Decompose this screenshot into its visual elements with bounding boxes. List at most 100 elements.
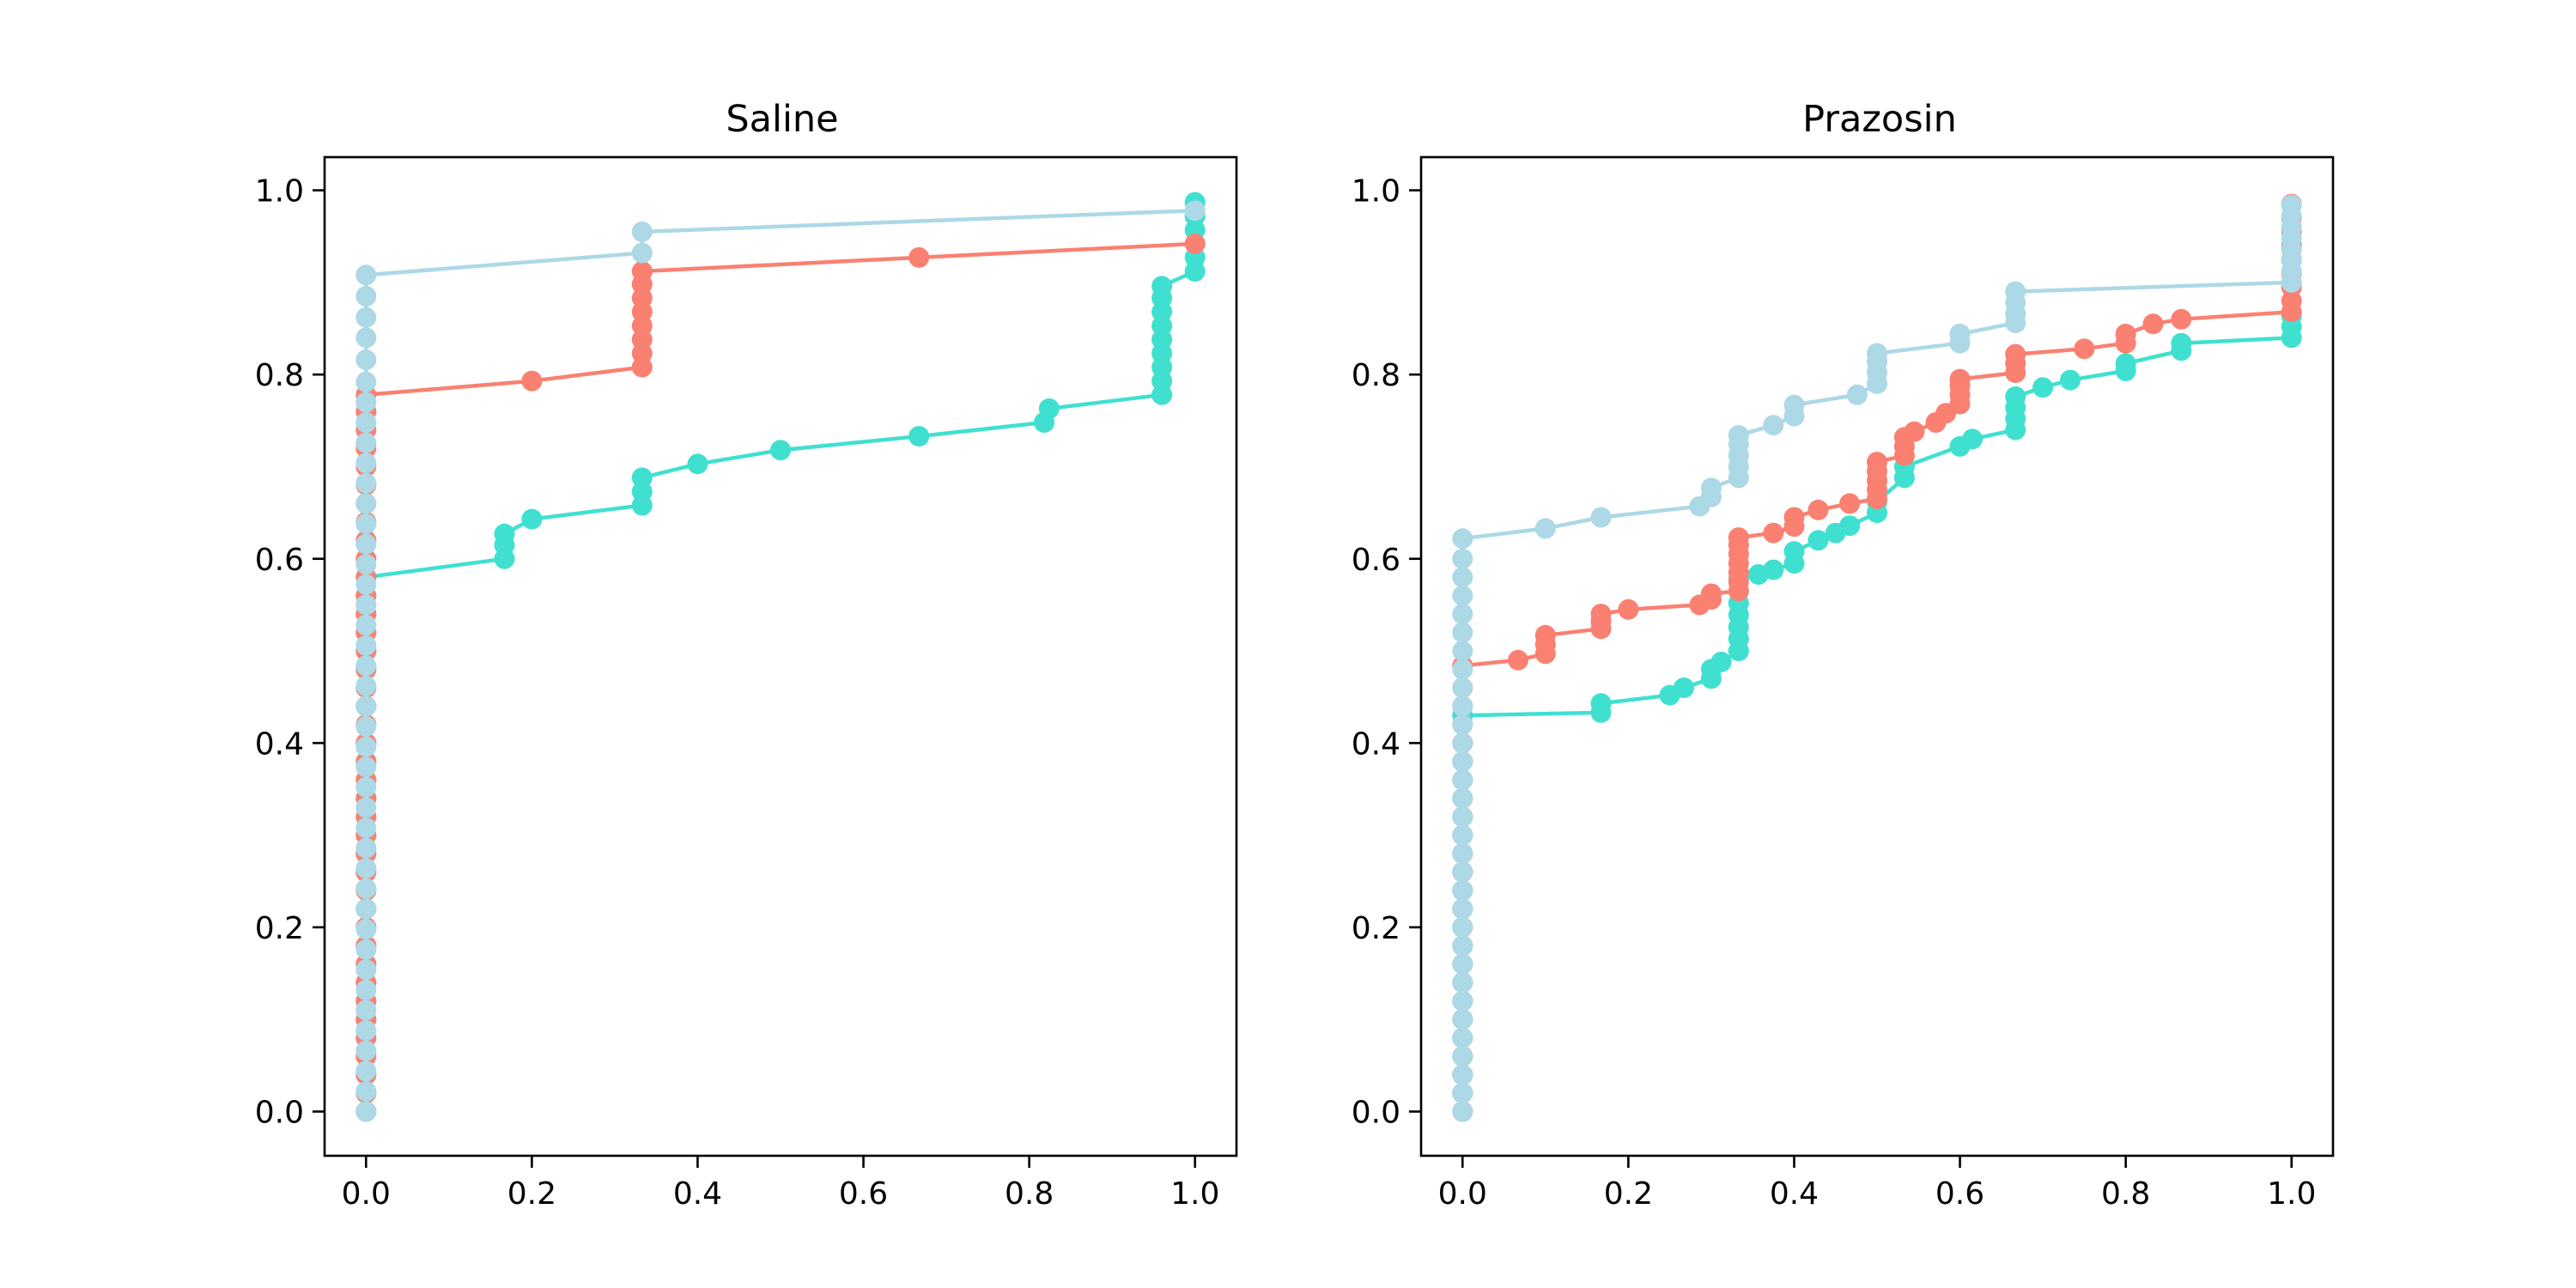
prazosin-data-point [1839,493,1861,514]
saline-data-point [355,797,377,818]
saline-series-layer [355,191,1206,1122]
saline-data-point [355,858,377,879]
prazosin-data-point [2074,338,2095,360]
saline-data-point [631,467,653,489]
prazosin-data-point [2115,324,2136,344]
prazosin-data-point [1452,1101,1473,1122]
prazosin-data-point [1763,522,1784,544]
saline-data-point [355,675,377,696]
prazosin-data-point [1590,507,1612,528]
saline-x-tick-label: 0.8 [1005,1176,1054,1212]
saline-data-point [355,837,377,859]
prazosin-data-point [1452,641,1473,662]
saline-data-point [355,979,377,1000]
prazosin-data-point [1590,693,1612,714]
saline-data-point [631,242,653,264]
prazosin-y-tick-label: 0.2 [1352,911,1400,946]
prazosin-data-point [1728,527,1749,549]
saline-data-point [355,513,377,534]
saline-data-point [355,716,377,737]
saline-data-point [770,440,791,461]
prazosin-data-point [1710,651,1732,672]
prazosin-data-point [1452,1046,1473,1067]
saline-data-point [355,817,377,839]
saline-data-point [687,453,708,475]
saline-data-point [355,1040,377,1061]
prazosin-data-point [1452,732,1473,754]
saline-data-point [355,554,377,575]
saline-data-point [908,246,930,268]
prazosin-data-point [1590,604,1612,625]
prazosin-data-point [1452,622,1473,643]
saline-y-tick-label: 0.0 [255,1096,304,1131]
prazosin-data-point [1452,935,1473,957]
prazosin-x-tick-label: 0.2 [1604,1176,1653,1212]
prazosin-data-point [2005,386,2026,407]
prazosin-data-point [1783,507,1805,528]
prazosin-data-point [1452,806,1473,828]
saline-y-tick-label: 0.6 [255,543,304,578]
prazosin-data-point [1452,528,1473,550]
prazosin-data-point [1949,324,1971,344]
prazosin-series-layer [1452,193,2302,1122]
saline-data-point [631,261,653,282]
saline-data-point [355,1060,377,1082]
saline-y-tick-label: 0.4 [255,726,304,762]
prazosin-series-line [1461,204,2293,1112]
prazosin-data-point [1674,677,1694,698]
prazosin-y-tick-label: 1.0 [1352,174,1400,210]
prazosin-data-point [1949,368,1971,390]
prazosin-data-point [1783,541,1805,562]
saline-data-point [355,264,377,286]
saline-data-point [355,327,377,349]
saline-data-point [355,999,377,1021]
saline-y-tick-label: 0.8 [255,358,304,393]
saline-data-point [355,878,377,899]
prazosin-x-tick-label: 0.0 [1438,1176,1487,1212]
prazosin-data-point [1452,585,1473,606]
prazosin-title: Prazosin [1802,98,1957,141]
saline-y-tick-label: 0.2 [255,911,304,946]
saline-data-point [908,426,930,447]
prazosin-data-point [1534,518,1556,539]
saline-data-point [355,736,377,757]
prazosin-data-point [1452,916,1473,938]
prazosin-data-point [2171,332,2192,354]
saline-title: Saline [726,98,838,141]
saline-series-line [364,241,1195,1112]
saline-data-point [521,370,543,392]
saline-series-turquoise [355,191,1206,1122]
prazosin-data-point [2115,353,2136,374]
prazosin-data-point [1763,415,1784,436]
prazosin-data-point [1452,898,1473,920]
prazosin-data-point [2142,313,2164,335]
prazosin-data-point [1452,824,1473,846]
saline-data-point [355,655,377,677]
prazosin-data-point [1867,343,1887,364]
saline-axes-frame [323,155,1238,1157]
saline-x-tick-label: 0.6 [839,1176,888,1212]
prazosin-data-point [1452,604,1473,625]
saline-data-point [355,1101,377,1122]
prazosin-data-point [1452,972,1473,993]
prazosin-data-point [2060,369,2081,391]
saline-data-point [355,594,377,616]
saline-data-point [355,412,377,433]
saline-data-point [355,307,377,328]
saline-data-point [355,349,377,370]
prazosin-data-point [1962,428,1983,450]
saline-data-point [1184,233,1206,254]
prazosin-data-point [1452,714,1473,735]
prazosin-data-point [1839,515,1861,537]
prazosin-data-point [1452,1027,1473,1048]
saline-data-point [355,635,377,656]
saline-data-point [355,453,377,474]
saline-data-point [355,472,377,494]
saline-data-point [355,615,377,635]
prazosin-y-tick-label: 0.4 [1352,726,1400,762]
saline-data-point [355,959,377,981]
prazosin-data-point [1618,598,1639,620]
prazosin-series-lightblue [1452,194,2302,1122]
saline-axis-ticks: 0.0 0.2 0.4 0.6 0.8 1.0 0.0 0.2 0.4 0.6 0.8 1.0 [255,174,1220,1212]
